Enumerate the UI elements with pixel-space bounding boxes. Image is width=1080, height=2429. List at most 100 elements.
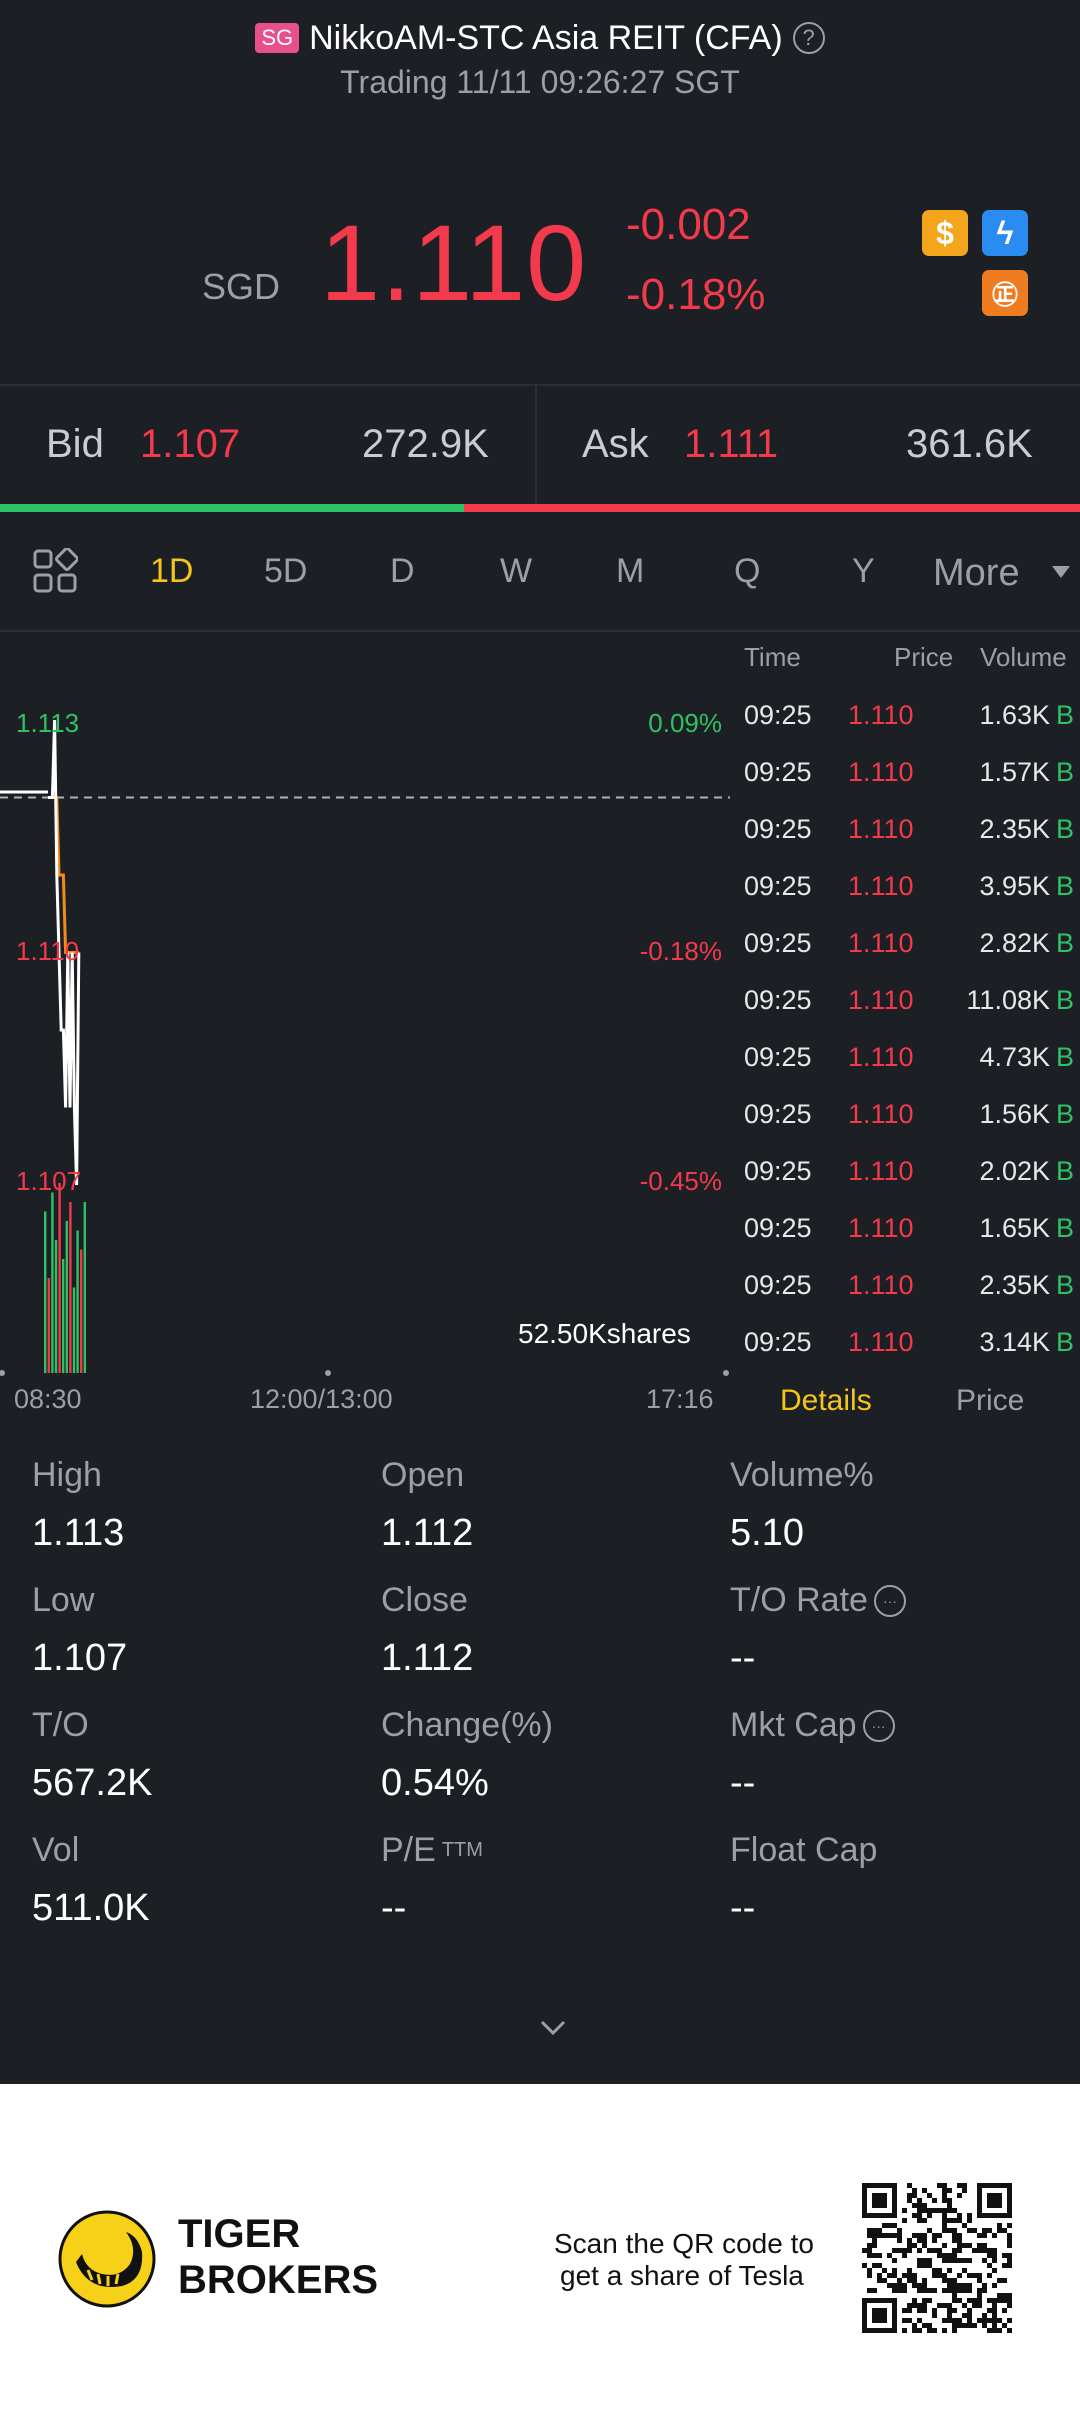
tab-q[interactable]: Q [734,552,761,590]
ts-side: B [1055,871,1074,901]
ts-time: 09:25 [744,1099,812,1129]
stat-label-text: Open [381,1456,465,1494]
ts-row: 09:25 1.110 2.35K B [738,814,1080,871]
intraday-chart[interactable]: 1.113 0.09% 1.110 -0.18% 1.107 -0.45% [0,640,740,1400]
ts-price: 1.110 [848,757,914,787]
ts-volume: 1.57K [979,757,1050,787]
layout-grid-icon[interactable] [32,548,78,594]
ts-row: 09:25 1.110 4.73K B [738,1042,1080,1099]
bid-price[interactable]: 1.107 [140,422,241,466]
chevron-down-icon[interactable] [1052,566,1070,578]
bid-label: Bid [46,422,104,466]
more-info-icon[interactable]: ··· [873,1584,906,1617]
flash-icon[interactable]: ϟ [982,210,1028,256]
ts-row: 09:25 1.110 1.56K B [738,1099,1080,1156]
ts-row: 09:25 1.110 1.63K B [738,700,1080,757]
ts-price: 1.110 [848,985,914,1015]
volume-bar [80,1249,83,1373]
bid-volume: 272.9K [362,422,489,466]
brand-name-line-1: TIGER [178,2212,301,2256]
stat-label: Float Cap [730,1831,877,1870]
volume-bar [58,1183,61,1373]
tab-m[interactable]: M [616,552,645,590]
ts-price: 1.110 [848,1042,914,1072]
ts-time: 09:25 [744,928,812,958]
ts-side: B [1055,700,1074,730]
ts-time: 09:25 [744,985,812,1015]
volume-bar [47,1278,50,1373]
tab-1d[interactable]: 1D [150,552,194,590]
ts-time: 09:25 [744,1270,812,1300]
volume-bar [72,1287,76,1373]
ts-volume: 3.14K [979,1327,1050,1357]
market-badge: SG [255,23,300,53]
stat-value: -- [381,1887,407,1929]
price-line [48,719,81,1186]
ts-time: 09:25 [744,1213,812,1243]
ts-side: B [1055,1042,1074,1072]
chevron-down-icon[interactable] [538,2012,568,2042]
ts-time: 09:25 [744,1042,812,1072]
footer-banner [0,2084,1080,2429]
ts-price: 1.110 [848,1213,914,1243]
trading-status: Trading 11/11 09:26:27 SGT [340,64,740,100]
more-info-icon[interactable]: ··· [862,1709,895,1742]
ts-price: 1.110 [848,1270,914,1300]
volume-bar [65,1221,68,1373]
stat-value: 1.113 [32,1512,125,1554]
volume-bar [83,1202,86,1373]
axis-dot-start [0,1370,5,1376]
ts-row: 09:25 1.110 1.65K B [738,1213,1080,1270]
ts-time: 09:25 [744,1327,812,1357]
ts-volume: 2.82K [979,928,1050,958]
volume-bar [76,1230,79,1373]
stat-label-text: Close [381,1581,468,1619]
qr-code[interactable] [862,2183,1012,2333]
divider [0,630,1080,632]
stat-label: Change(%) [381,1706,553,1745]
volume-bar [51,1192,54,1373]
tab-5d[interactable]: 5D [264,552,308,590]
ts-time: 09:25 [744,814,812,844]
tab-d[interactable]: D [390,552,415,590]
stat-label: T/O [32,1706,89,1745]
ts-volume: 2.35K [979,814,1050,844]
stat-label-text: P/E [381,1831,436,1869]
volume-label: 52.50Kshares [518,1318,691,1349]
stat-value: 5.10 [730,1512,804,1554]
pct-label-mid: -0.18% [640,936,722,966]
ts-volume: 2.02K [979,1156,1050,1186]
volume-bar [69,1202,72,1373]
tab-y[interactable]: Y [852,552,875,590]
ask-ratio-bar [464,504,1080,512]
ts-price: 1.110 [848,700,914,730]
stat-value: 1.112 [381,1512,474,1554]
stat-value: 0.54% [381,1762,489,1804]
ts-side: B [1055,1213,1074,1243]
time-axis-mid: 12:00/13:00 [250,1384,393,1414]
tiger-icon[interactable]: ㊣ [982,270,1028,316]
stat-value: -- [730,1762,756,1804]
help-icon[interactable]: ? [792,22,825,54]
ts-header-price: Price [894,642,954,672]
stat-label: Open [381,1456,464,1495]
dollar-icon[interactable]: $ [922,210,968,256]
time-axis-start: 08:30 [14,1384,82,1414]
stat-label: Mkt Cap ··· [730,1706,895,1745]
tab-details[interactable]: Details [780,1384,872,1417]
pct-label-low: -0.45% [640,1166,722,1196]
price-label-low: 1.107 [16,1166,81,1196]
ts-price: 1.110 [848,928,914,958]
ts-row: 09:25 1.110 2.35K B [738,1270,1080,1327]
ts-side: B [1055,814,1074,844]
tab-w[interactable]: W [500,552,533,590]
stat-label-text: Change(%) [381,1706,553,1744]
stat-label: Vol [32,1831,79,1870]
ts-row: 09:25 1.110 3.14K B [738,1327,1080,1384]
tab-price[interactable]: Price [956,1384,1025,1417]
ask-price[interactable]: 1.111 [684,422,779,466]
axis-dot-mid [325,1370,331,1376]
tab-more[interactable]: More [933,552,1020,594]
bid-ratio-bar [0,504,464,512]
volume-bars [44,1183,86,1373]
